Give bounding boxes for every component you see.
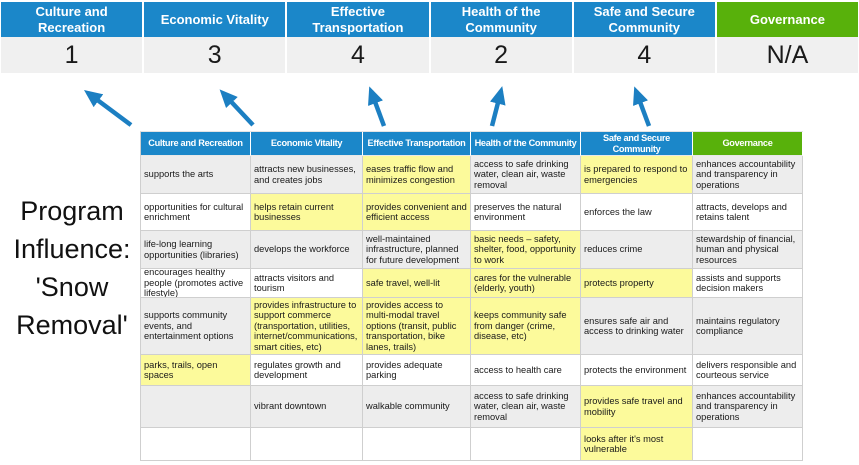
up-arrow-icon (633, 86, 652, 127)
matrix-cell: parks, trails, open spaces (141, 355, 251, 386)
score-band-header: Effective Transportation (287, 2, 429, 37)
matrix-cell: attracts visitors and tourism (251, 269, 363, 298)
matrix-column-header: Economic Vitality (251, 132, 363, 156)
score-column: Safe and Secure Community 4 (573, 2, 715, 73)
score-column: Effective Transportation 4 (287, 2, 429, 73)
matrix-cell: develops the workforce (251, 231, 363, 269)
matrix-cell: ensures safe air and access to drinking … (581, 298, 693, 355)
matrix-cell: is prepared to respond to emergencies (581, 156, 693, 194)
score-column: Economic Vitality 3 (144, 2, 286, 73)
matrix-column-header: Culture and Recreation (141, 132, 251, 156)
title-line: Program (20, 196, 124, 226)
matrix-cell: enforces the law (581, 194, 693, 231)
matrix-cell (363, 428, 471, 461)
matrix-cell: eases traffic flow and minimizes congest… (363, 156, 471, 194)
title-line: 'Snow (35, 272, 109, 302)
matrix-cell: walkable community (363, 386, 471, 428)
up-arrow-icon (489, 86, 506, 127)
score-column: Health of the Community 2 (430, 2, 572, 73)
matrix-cell: helps retain current businesses (251, 194, 363, 231)
matrix-cell (251, 428, 363, 461)
matrix-cell: well-maintained infrastructure, planned … (363, 231, 471, 269)
matrix-column-header: Health of the Community (471, 132, 581, 156)
score-band-header: Safe and Secure Community (573, 2, 715, 37)
title-line: Removal' (16, 310, 128, 340)
matrix-cell: supports the arts (141, 156, 251, 194)
score-band-header: Governance (716, 2, 859, 37)
matrix-cell: vibrant downtown (251, 386, 363, 428)
matrix-cell: encourages healthy people (promotes acti… (141, 269, 251, 298)
matrix-cell (693, 428, 803, 461)
score-value: 2 (430, 37, 572, 73)
matrix-cell (141, 428, 251, 461)
matrix-cell: enhances accountability and transparency… (693, 386, 803, 428)
up-arrow-icon (368, 86, 387, 127)
matrix-cell: looks after it's most vulnerable (581, 428, 693, 461)
matrix-cell: attracts new businesses, and creates job… (251, 156, 363, 194)
matrix-cell: reduces crime (581, 231, 693, 269)
matrix-cell: preserves the natural environment (471, 194, 581, 231)
score-value: 4 (287, 37, 429, 73)
score-column: Governance N/A (716, 2, 859, 73)
matrix-cell: cares for the vulnerable (elderly, youth… (471, 269, 581, 298)
matrix-cell: provides safe travel and mobility (581, 386, 693, 428)
matrix-cell: basic needs – safety, shelter, food, opp… (471, 231, 581, 269)
matrix-cell: access to safe drinking water, clean air… (471, 156, 581, 194)
score-value: N/A (716, 37, 859, 73)
matrix-cell: life-long learning opportunities (librar… (141, 231, 251, 269)
matrix-cell (471, 428, 581, 461)
score-value: 4 (573, 37, 715, 73)
matrix-column-header: Governance (693, 132, 803, 156)
matrix-cell: protects property (581, 269, 693, 298)
matrix-cell: protects the environment (581, 355, 693, 386)
matrix-cell: keeps community safe from danger (crime,… (471, 298, 581, 355)
matrix-column-header: Safe and Secure Community (581, 132, 693, 156)
title-line: Influence: (13, 234, 131, 264)
program-influence-title: Program Influence: 'Snow Removal' (2, 192, 142, 344)
matrix-cell: provides convenient and efficient access (363, 194, 471, 231)
matrix-column-header: Effective Transportation (363, 132, 471, 156)
score-band-header: Culture and Recreation (1, 2, 143, 37)
matrix-cell: regulates growth and development (251, 355, 363, 386)
matrix-cell: stewardship of financial, human and phys… (693, 231, 803, 269)
matrix-cell: access to health care (471, 355, 581, 386)
matrix-cell: assists and supports decision makers (693, 269, 803, 298)
matrix-cell (141, 386, 251, 428)
score-value: 3 (144, 37, 286, 73)
matrix-cell: provides access to multi-modal travel op… (363, 298, 471, 355)
matrix-cell: opportunities for cultural enrichment (141, 194, 251, 231)
matrix-cell: provides adequate parking (363, 355, 471, 386)
score-band-header: Economic Vitality (144, 2, 286, 37)
score-column: Culture and Recreation 1 (1, 2, 143, 73)
matrix-cell: attracts, develops and retains talent (693, 194, 803, 231)
matrix-cell: provides infrastructure to support comme… (251, 298, 363, 355)
matrix-cell: safe travel, well-lit (363, 269, 471, 298)
score-band: Culture and Recreation 1 Economic Vitality… (1, 2, 859, 73)
matrix-cell: maintains regulatory compliance (693, 298, 803, 355)
up-arrow-icon (219, 89, 255, 127)
matrix-cell: enhances accountability and transparency… (693, 156, 803, 194)
matrix-cell: delivers responsible and courteous servi… (693, 355, 803, 386)
score-band-header: Health of the Community (430, 2, 572, 37)
matrix-cell: supports community events, and entertain… (141, 298, 251, 355)
matrix-cell: access to safe drinking water, clean air… (471, 386, 581, 428)
up-arrow-icon (83, 90, 133, 127)
score-value: 1 (1, 37, 143, 73)
influence-matrix: Culture and Recreation Economic Vitality E… (140, 131, 803, 461)
